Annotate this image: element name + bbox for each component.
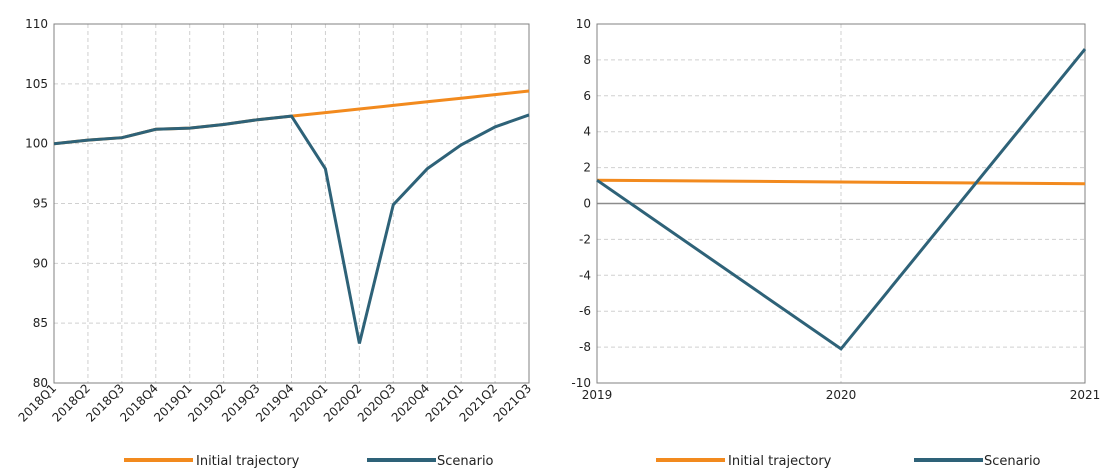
x-tick-label: 2020 <box>826 388 857 402</box>
y-tick-label: 105 <box>25 77 48 91</box>
x-tick-label: 2019 <box>582 388 613 402</box>
x-tick-label: 2021 <box>1070 388 1101 402</box>
left-series-lines <box>53 89 530 344</box>
y-tick-label: -10 <box>571 376 591 390</box>
right-gridlines <box>597 24 1085 383</box>
y-tick-label: 6 <box>583 89 591 103</box>
right-legend-scenario-label: Scenario <box>984 454 1041 468</box>
y-tick-label: 100 <box>25 137 48 151</box>
y-tick-label: -8 <box>579 340 591 354</box>
left-x-axis-tick-labels: 2018Q12018Q22018Q32018Q42019Q12019Q22019… <box>16 381 535 425</box>
left-plot-area <box>53 23 530 384</box>
y-tick-label: 95 <box>33 197 48 211</box>
left-legend: Initial trajectory Scenario <box>124 454 494 468</box>
y-tick-label: 85 <box>33 316 48 330</box>
y-tick-label: 0 <box>583 197 591 211</box>
y-tick-label: -2 <box>579 232 591 246</box>
right-plot-area <box>596 23 1087 384</box>
right-legend: Initial trajectory Scenario <box>656 454 1041 468</box>
left-plot-frame <box>53 23 530 384</box>
left-y-axis-tick-labels: 80 85 90 95 100 105 110 <box>25 17 48 390</box>
left-gridlines <box>54 24 529 383</box>
y-tick-label: -6 <box>579 304 591 318</box>
left-legend-scenario-label: Scenario <box>437 454 494 468</box>
y-tick-label: 8 <box>583 53 591 67</box>
x-tick-label: 2021Q3 <box>491 381 535 425</box>
y-tick-label: 110 <box>25 17 48 31</box>
y-tick-label: 10 <box>576 17 591 31</box>
y-tick-label: 80 <box>33 376 48 390</box>
y-tick-label: 4 <box>583 125 591 139</box>
right-series-lines <box>596 48 1087 351</box>
left-legend-initial-label: Initial trajectory <box>196 454 300 468</box>
right-x-axis-tick-labels: 2019 2020 2021 <box>582 388 1101 402</box>
y-tick-label: -4 <box>579 268 591 282</box>
series-line-scenario <box>596 48 1087 351</box>
y-tick-label: 90 <box>33 256 48 270</box>
right-y-axis-tick-labels: -10 -8 -6 -4 -2 0 2 4 6 8 10 <box>571 17 591 390</box>
right-chart: -10 -8 -6 -4 -2 0 2 4 6 8 10 2019 2020 2021 Initial … <box>571 17 1100 468</box>
series-line-scenario <box>53 113 530 344</box>
right-legend-initial-label: Initial trajectory <box>728 454 832 468</box>
y-tick-label: 2 <box>583 161 591 175</box>
series-line-initial-trajectory <box>596 178 1086 186</box>
left-chart: 80 85 90 95 100 105 110 2018Q12018Q22018Q32018… <box>16 17 535 468</box>
right-plot-frame <box>596 23 1086 384</box>
